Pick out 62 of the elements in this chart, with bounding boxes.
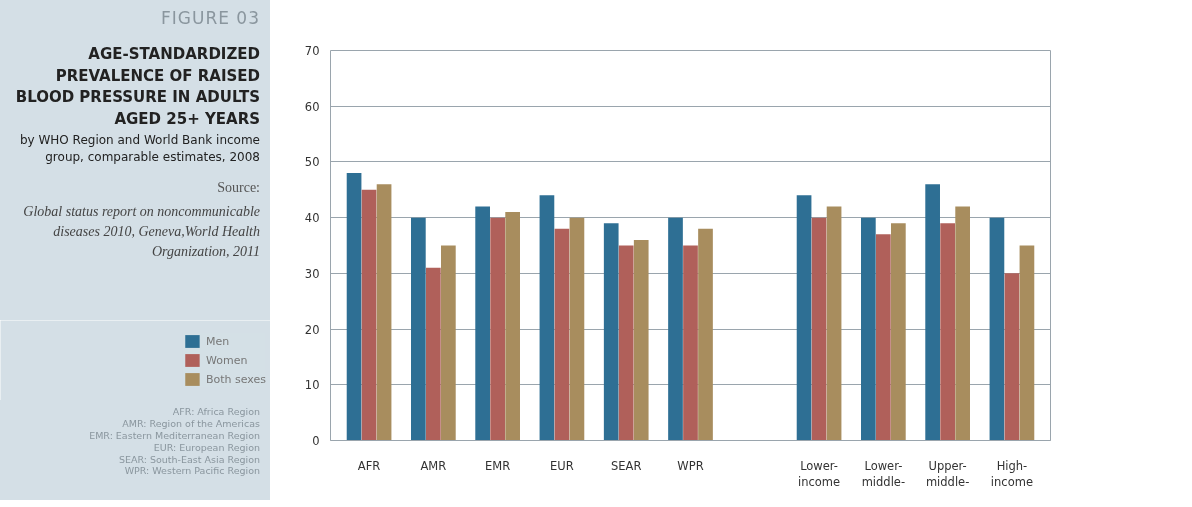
y-tick-label: 40 [304,211,320,226]
text: EUR: European Region [152,441,260,454]
bar [539,195,555,441]
y-tick-label: 30 [304,266,320,281]
y-tick-label: 20 [304,322,320,337]
y-tick-label: 0 [312,434,320,448]
x-tick-label: High- income [990,458,1033,490]
bar [876,234,891,441]
bar [861,217,876,441]
x-tick-label: Upper- middle- [925,458,970,490]
y-tick-label: 70 [304,44,320,58]
bar [955,206,970,441]
text: EMR: Eastern Mediterranean Region [89,429,260,442]
bar [376,184,392,441]
x-tick-label: SEAR [611,458,642,473]
bar [633,239,649,441]
bar [698,228,713,441]
text: AMR: Region of the Americas [121,417,260,430]
text: AGE-STANDARDIZED PREVALENCE OF RAISED BLOOD PRESSURE IN ADULTS AGED 25+ YEARS [14,44,260,130]
legend-label: Women [205,353,248,367]
bar [668,217,683,441]
bar [1019,245,1035,441]
bar [683,245,698,441]
bar [826,206,842,441]
legend-label: Both sexes [205,372,266,386]
text: AFR: Africa Region [171,406,260,418]
bar [925,184,940,441]
bar [603,223,619,441]
bar [346,173,362,441]
x-tick-label: WPR [677,458,704,473]
bar [618,245,634,441]
x-tick-label: EMR [485,458,511,473]
bar [569,217,585,441]
bar [361,189,377,441]
bar [490,217,505,441]
caption: FIGURE 03 [160,7,260,30]
y-tick-label: 60 [304,99,320,114]
x-tick-label: AMR [420,458,447,473]
source-note: Source: [216,179,260,198]
bar [1004,273,1020,441]
bar [441,245,456,441]
bar [796,195,812,441]
x-tick-label: Lower- middle- [861,458,906,490]
y-tick-label: 10 [304,378,320,393]
bar [891,223,906,441]
bar [811,217,827,441]
bar [505,212,520,441]
text: WPR: Western Pacific Region [123,465,260,478]
x-tick-label: Lower- income [798,458,841,490]
bar [989,217,1005,441]
text: Global status report on noncommunicable diseases 2010, Geneva,World Health Organization, 2011 [22,203,260,262]
bar [411,217,426,441]
legend-label: Men [205,334,230,348]
text: by WHO Region and World Bank income group, comparable estimates, 2008 [18,131,260,167]
bar [554,228,570,441]
bar [426,267,441,441]
x-tick-label: AFR [357,458,381,473]
bar [475,206,490,441]
text: SEAR: South-East Asia Region [117,453,260,466]
x-tick-label: EUR [550,458,574,473]
y-tick-label: 50 [304,155,320,170]
bar [940,223,955,441]
